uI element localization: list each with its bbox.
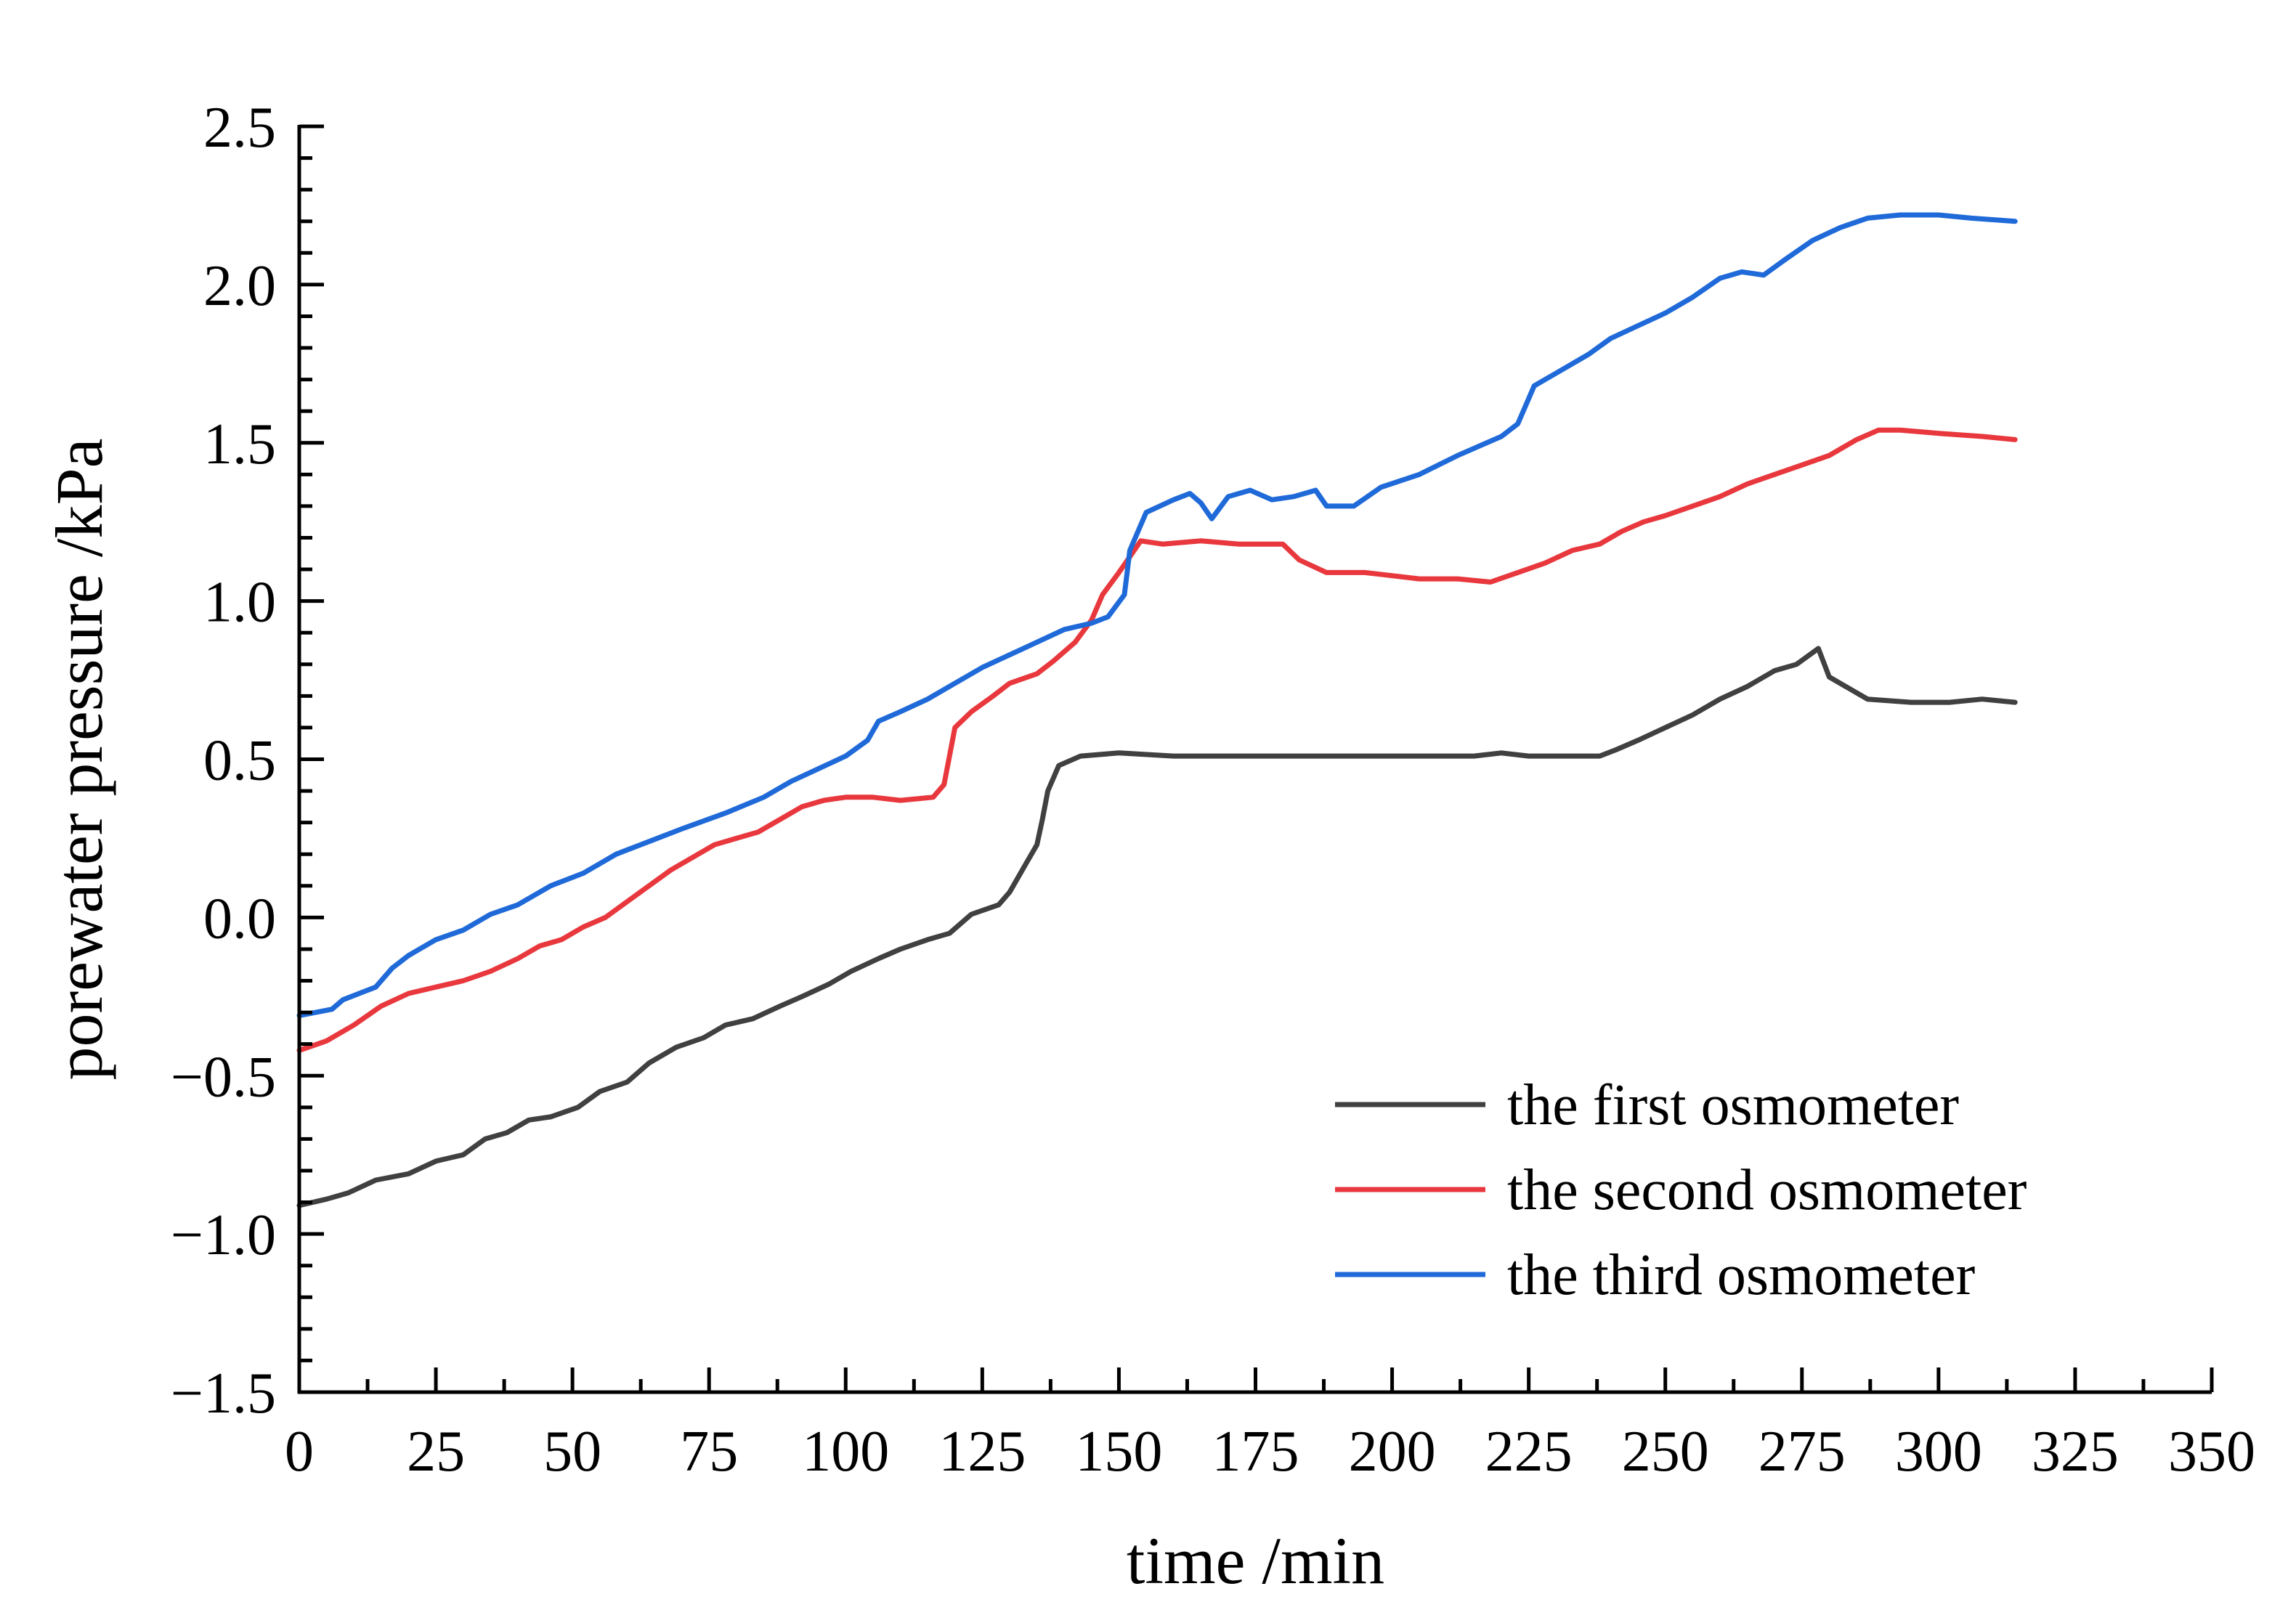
- series-line-1: [296, 646, 2018, 1208]
- x-tick-label: 250: [1622, 1420, 1709, 1484]
- y-tick-label: 1.0: [203, 571, 276, 635]
- y-tick-label: 1.5: [203, 412, 276, 476]
- y-tick-label: 0.0: [203, 887, 276, 951]
- y-tick-label: −0.5: [171, 1045, 276, 1109]
- x-axis-title: time /min: [1127, 1524, 1384, 1598]
- axes-layer: 0 25 50 75 100 125 150 175 200 225 250 275 300 325 350…: [171, 96, 2255, 1484]
- x-tick-label: 225: [1485, 1420, 1573, 1484]
- x-tick-label: 25: [407, 1420, 465, 1484]
- x-tick-label: 0: [285, 1420, 314, 1484]
- y-axis-title: porewater pressure /kPa: [42, 439, 116, 1081]
- x-tick-label: 175: [1212, 1420, 1299, 1484]
- y-tick-label: −1.0: [171, 1203, 276, 1267]
- series-line-3: [296, 212, 2018, 1018]
- x-tick-label: 350: [2168, 1420, 2255, 1484]
- series-line-2: [296, 427, 2018, 1053]
- x-tick-label: 50: [543, 1420, 601, 1484]
- y-tick-label: 2.5: [203, 96, 276, 160]
- legend: the first osmometer the second osmometer t…: [1335, 1073, 2027, 1307]
- x-tick-label: 125: [938, 1420, 1026, 1484]
- x-tick-label: 75: [680, 1420, 738, 1484]
- legend-label-1: the first osmometer: [1507, 1073, 1959, 1137]
- y-tick-label: −1.5: [171, 1362, 276, 1426]
- x-tick-label: 325: [2032, 1420, 2119, 1484]
- x-tick-label: 150: [1075, 1420, 1162, 1484]
- y-tick-label: 2.0: [203, 254, 276, 318]
- x-tick-label: 275: [1758, 1420, 1846, 1484]
- x-tick-label: 100: [802, 1420, 889, 1484]
- x-tick-label: 200: [1349, 1420, 1436, 1484]
- y-tick-label: 0.5: [203, 729, 276, 793]
- legend-label-3: the third osmometer: [1507, 1243, 1975, 1307]
- series-layer: [296, 212, 2018, 1208]
- legend-label-2: the second osmometer: [1507, 1158, 2027, 1222]
- x-tick-label: 300: [1895, 1420, 1982, 1484]
